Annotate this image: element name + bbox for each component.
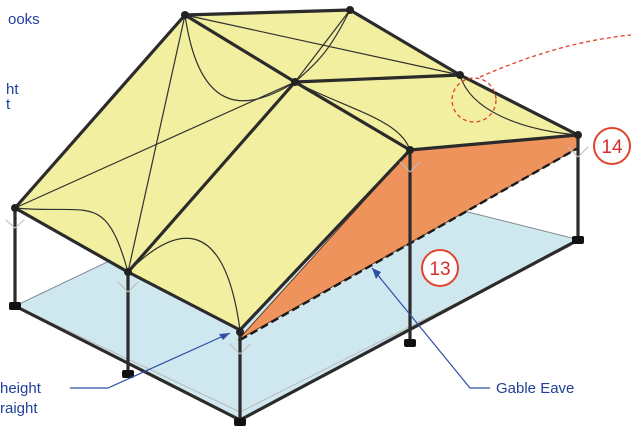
fabric-curve-2 bbox=[127, 237, 241, 331]
callout-14-leader bbox=[479, 34, 631, 78]
cross-cable-1 bbox=[14, 81, 296, 209]
cross-cable-3 bbox=[184, 14, 461, 76]
joint-node bbox=[346, 6, 354, 14]
base-rail-front bbox=[13, 304, 242, 422]
callout-14-badge bbox=[593, 127, 631, 165]
label-height-fragment-2: t bbox=[6, 96, 11, 113]
leg-brace-5 bbox=[567, 146, 589, 158]
ridge-beam-cross bbox=[293, 73, 462, 84]
joint-node bbox=[181, 11, 189, 19]
label-straight-fragment: raight bbox=[0, 400, 38, 417]
base-plate bbox=[122, 370, 134, 378]
rafter-front-left bbox=[126, 80, 297, 274]
fabric-curve-5 bbox=[459, 74, 579, 136]
label-eave-height-fragment: height bbox=[0, 380, 42, 397]
joint-node bbox=[11, 204, 19, 212]
base-plate bbox=[234, 418, 246, 426]
eave-height-leader bbox=[70, 332, 231, 389]
eave-front-rafter bbox=[238, 148, 412, 332]
base-rail-right bbox=[238, 238, 580, 422]
callout-14-number: 14 bbox=[601, 137, 623, 158]
joint-node bbox=[456, 71, 464, 79]
eave-left bbox=[13, 206, 130, 274]
joint-node bbox=[574, 131, 582, 139]
leg-brace-4 bbox=[399, 161, 421, 173]
leg-brace-3 bbox=[229, 343, 251, 355]
gable-eave-arrowhead bbox=[372, 268, 381, 279]
base-plate bbox=[9, 302, 21, 310]
fabric-curve-1 bbox=[14, 207, 129, 273]
rafter-front-right bbox=[293, 80, 412, 152]
eave-height-arrowhead bbox=[219, 333, 230, 340]
gable-eave-leader bbox=[371, 267, 490, 389]
callout-13-number: 13 bbox=[429, 259, 450, 280]
fabric-curve-4 bbox=[294, 81, 411, 151]
callout-13-badge bbox=[421, 249, 459, 287]
ridge-beam-back-right bbox=[348, 8, 462, 77]
ridge-beam-centre bbox=[183, 13, 297, 84]
rafter-right bbox=[458, 73, 580, 137]
label-hooks-fragment: ooks bbox=[8, 11, 40, 28]
fabric-curve-3 bbox=[184, 14, 296, 102]
joint-node bbox=[124, 268, 132, 276]
leg-brace-2 bbox=[117, 281, 139, 293]
label-gable-eave: Gable Eave bbox=[496, 380, 574, 397]
ridge-beam-back bbox=[183, 8, 352, 17]
fabric-curve-6 bbox=[294, 9, 351, 83]
eave-front bbox=[126, 270, 242, 332]
base-plate bbox=[572, 236, 584, 244]
joint-node bbox=[406, 146, 414, 154]
leg-brace-1 bbox=[5, 219, 25, 229]
cross-cable-2 bbox=[127, 14, 186, 273]
rafter-right-inner bbox=[408, 133, 580, 152]
label-height-fragment-1: ht bbox=[6, 81, 19, 98]
joint-node bbox=[291, 78, 299, 86]
ridge-beam-left bbox=[13, 13, 187, 210]
callout-14-marker bbox=[451, 77, 497, 123]
joint-node bbox=[236, 328, 244, 336]
base-plate bbox=[404, 339, 416, 347]
cross-cable-4 bbox=[294, 9, 351, 83]
